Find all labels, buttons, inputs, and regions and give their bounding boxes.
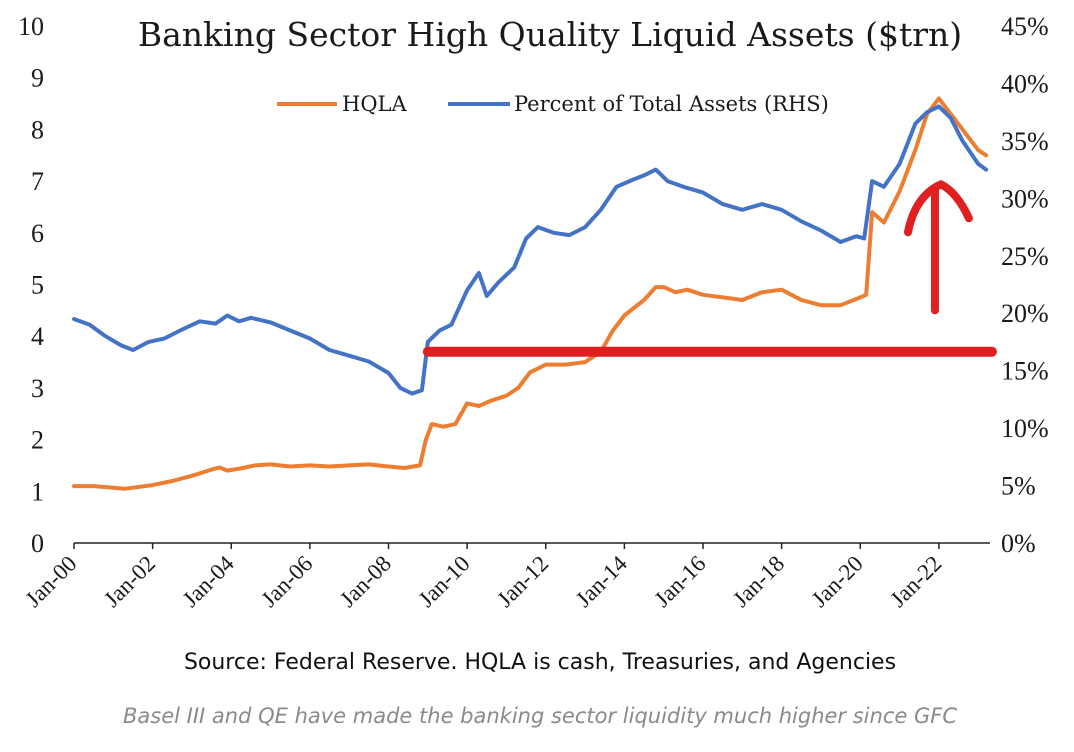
legend-label-hqla: HQLA xyxy=(342,92,407,116)
y-right-tick-label: 20% xyxy=(1001,299,1049,328)
y-left-tick-label: 1 xyxy=(31,477,44,506)
y-right-tick-label: 0% xyxy=(1001,529,1036,558)
x-tick-label: Jan-00 xyxy=(20,551,81,612)
y-left-tick-label: 2 xyxy=(31,426,44,455)
y-right-tick-label: 25% xyxy=(1001,242,1049,271)
series-line-percent xyxy=(72,104,989,396)
y-left-tick-label: 10 xyxy=(18,12,44,41)
y-right-tick-label: 40% xyxy=(1001,69,1049,98)
x-tick-label: Jan-14 xyxy=(571,551,632,612)
source-note: Source: Federal Reserve. HQLA is cash, T… xyxy=(184,650,896,675)
annotation-arrow-head xyxy=(903,180,973,237)
y-right-tick-label: 35% xyxy=(1001,127,1049,156)
annotation-layer xyxy=(422,180,997,357)
series-layer xyxy=(72,96,989,491)
legend: HQLA Percent of Total Assets (RHS) xyxy=(277,92,829,116)
y-left-tick-label: 6 xyxy=(31,219,44,248)
x-tick-label: Jan-08 xyxy=(335,551,396,612)
y-left-tick-label: 4 xyxy=(31,322,44,351)
y-left-tick-label: 8 xyxy=(31,115,44,144)
x-tick-label: Jan-22 xyxy=(885,551,946,612)
y-left-tick-label: 0 xyxy=(31,529,44,558)
x-tick-label: Jan-02 xyxy=(99,551,160,612)
y-left-tick-label: 7 xyxy=(31,167,44,196)
x-tick-label: Jan-10 xyxy=(414,551,475,612)
y-right-tick-label: 15% xyxy=(1001,357,1049,386)
y-right-tick-label: 5% xyxy=(1001,472,1036,501)
chart-title: Banking Sector High Quality Liquid Asset… xyxy=(138,15,962,54)
series-line-hqla xyxy=(72,96,989,491)
x-tick-label: Jan-16 xyxy=(650,551,711,612)
x-tick-label: Jan-18 xyxy=(728,551,789,612)
y-right-tick-label: 30% xyxy=(1001,184,1049,213)
caption: Basel III and QE have made the banking s… xyxy=(123,704,957,728)
y-left-tick-label: 5 xyxy=(31,271,44,300)
x-tick-label: Jan-04 xyxy=(178,551,239,612)
x-tick-label: Jan-12 xyxy=(492,551,553,612)
legend-label-percent: Percent of Total Assets (RHS) xyxy=(514,92,829,116)
y-left-tick-label: 9 xyxy=(31,64,44,93)
y-right-tick-label: 10% xyxy=(1001,414,1049,443)
y-right-tick-label: 45% xyxy=(1001,12,1049,41)
y-left-tick-label: 3 xyxy=(31,374,44,403)
x-tick-label: Jan-20 xyxy=(807,551,868,612)
x-tick-label: Jan-06 xyxy=(256,551,317,612)
